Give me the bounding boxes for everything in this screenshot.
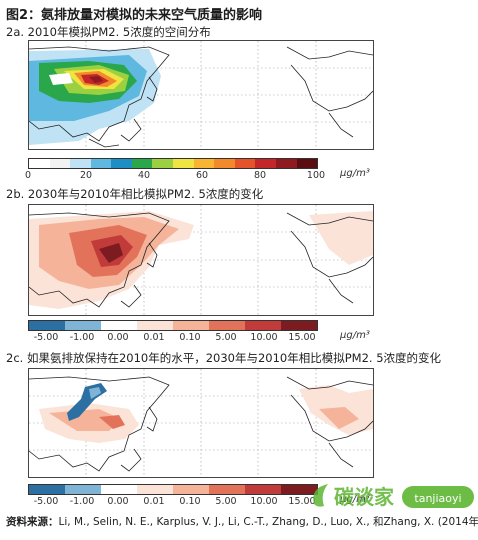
- tick-label: 20: [79, 170, 93, 181]
- colorbar-c-segment: [137, 485, 173, 494]
- watermark-en: tanjiaoyi: [414, 492, 461, 505]
- source-text: Li, M., Selin, N. E., Karplus, V. J., Li…: [58, 516, 478, 528]
- colorbar-b-unit: μg/m³: [340, 330, 370, 341]
- panel-c-label: 2c. 如果氨排放保持在2010年的水平，2030年与2010年相比模拟PM2.…: [6, 351, 442, 365]
- colorbar-c-segment: [29, 485, 65, 494]
- tick-label: -5.00: [33, 332, 59, 343]
- colorbar-b-segment: [209, 321, 245, 330]
- tick-label: -1.00: [69, 332, 95, 343]
- colorbar-c-unit: μg/m³: [340, 494, 370, 505]
- map-b-svg: [29, 205, 373, 315]
- colorbar-a-segment: [214, 159, 235, 168]
- tick-label: -1.00: [69, 496, 95, 507]
- colorbar-b-segment: [281, 321, 317, 330]
- colorbar-c-segment: [245, 485, 281, 494]
- tick-label: 0.10: [179, 496, 201, 507]
- panel-b-label: 2b. 2030年与2010年相比模拟PM2. 5浓度的变化: [6, 187, 264, 201]
- tick-label: 100: [306, 170, 326, 181]
- colorbar-a-segment: [29, 159, 50, 168]
- map-panel-a: [28, 40, 374, 150]
- colorbar-a-segment: [255, 159, 276, 168]
- colorbar-a-segment: [173, 159, 194, 168]
- colorbar-a-segment: [193, 159, 215, 168]
- tick-label: 5.00: [215, 332, 237, 343]
- colorbar-a-unit: μg/m³: [340, 168, 370, 179]
- tick-label: 15.00: [288, 496, 316, 507]
- map-c-svg: [29, 369, 373, 477]
- colorbar-a-segment: [296, 159, 318, 168]
- tick-label: -5.00: [33, 496, 59, 507]
- tick-label: 0.10: [179, 332, 201, 343]
- colorbar-a-segment: [234, 159, 256, 168]
- tick-label: 0.00: [107, 332, 129, 343]
- colorbar-c-segment: [209, 485, 245, 494]
- tick-label: 60: [195, 170, 209, 181]
- tick-label: 5.00: [215, 496, 237, 507]
- colorbar-a-segment: [90, 159, 112, 168]
- colorbar-b-segment: [65, 321, 101, 330]
- map-panel-c: [28, 368, 374, 478]
- map-panel-b: [28, 204, 374, 316]
- colorbar-a-segment: [152, 159, 174, 168]
- tick-label: 40: [137, 170, 151, 181]
- watermark-logo: 碳谈家 tanjiaoyi: [313, 484, 474, 509]
- colorbar-a-segment: [70, 159, 91, 168]
- source-prefix: 资料来源：: [6, 516, 59, 528]
- colorbar-b-segment: [245, 321, 281, 330]
- tick-label: 15.00: [288, 332, 316, 343]
- colorbar-b-segment: [137, 321, 173, 330]
- tick-label: 10.00: [250, 332, 278, 343]
- colorbar-a-segment: [275, 159, 297, 168]
- colorbar-c-segment: [173, 485, 209, 494]
- panel-a-label: 2a. 2010年模拟PM2. 5浓度的空间分布: [6, 25, 211, 39]
- figure-title: 图2：氨排放量对模拟的未来空气质量的影响: [6, 8, 263, 23]
- watermark-cn: 碳谈家: [334, 485, 395, 509]
- colorbar-a-segment: [49, 159, 71, 168]
- colorbar-a-segment: [111, 159, 132, 168]
- colorbar-c: [28, 484, 318, 495]
- colorbar-a-segment: [131, 159, 153, 168]
- colorbar-b-segment: [173, 321, 209, 330]
- source-citation: 资料来源：Li, M., Selin, N. E., Karplus, V. J…: [6, 514, 478, 529]
- tick-label: 0.01: [143, 332, 165, 343]
- colorbar-b-segment: [29, 321, 65, 330]
- colorbar-a: [28, 158, 318, 169]
- colorbar-c-segment: [281, 485, 317, 494]
- colorbar-b-segment: [101, 321, 137, 330]
- tick-label: 0.01: [143, 496, 165, 507]
- tick-label: 0.00: [107, 496, 129, 507]
- map-a-svg: [29, 41, 373, 149]
- colorbar-c-segment: [65, 485, 101, 494]
- tick-label: 10.00: [250, 496, 278, 507]
- colorbar-c-segment: [101, 485, 137, 494]
- colorbar-b: [28, 320, 318, 331]
- tick-label: 80: [253, 170, 267, 181]
- tick-label: 0: [24, 170, 32, 181]
